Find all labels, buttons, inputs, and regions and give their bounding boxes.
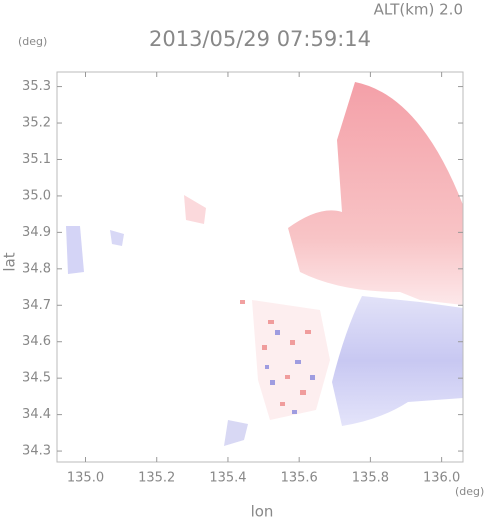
x-axis-label: lon (251, 503, 274, 521)
x-tick-label: 135.4 (209, 471, 246, 486)
y-tick-label: 34.6 (22, 334, 51, 349)
radar-echo (66, 82, 463, 446)
y-unit: (deg) (18, 35, 47, 48)
x-tick-label: 135.6 (281, 471, 318, 486)
altitude-label: ALT(km) 2.0 (374, 1, 463, 19)
x-unit: (deg) (455, 485, 484, 498)
chart-title: 2013/05/29 07:59:14 (149, 27, 371, 51)
y-tick-label: 34.3 (22, 444, 51, 459)
y-tick-label: 35.0 (22, 188, 51, 203)
plot-frame (56, 71, 464, 463)
y-tick-label: 34.8 (22, 261, 51, 276)
y-tick-label: 34.9 (22, 225, 51, 240)
x-tick-label: 135.8 (352, 471, 389, 486)
y-tick-label: 34.4 (22, 407, 51, 422)
y-tick-label: 35.2 (22, 116, 51, 131)
x-tick-label: 135.0 (67, 471, 104, 486)
y-axis-label: lat (1, 252, 19, 271)
y-tick-label: 34.7 (22, 298, 51, 313)
x-tick-label: 135.2 (138, 471, 175, 486)
x-tick-label: 136.0 (423, 471, 460, 486)
y-tick-label: 35.3 (22, 79, 51, 94)
y-tick-label: 34.5 (22, 371, 51, 386)
y-tick-label: 35.1 (22, 152, 51, 167)
